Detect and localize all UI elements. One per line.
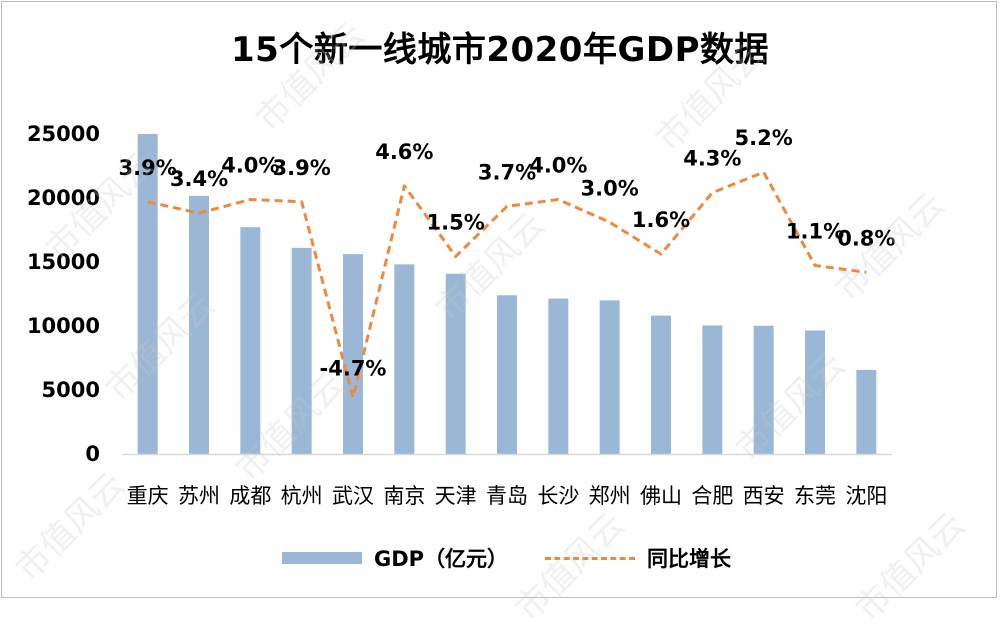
growth-data-label: 3.9% — [119, 156, 177, 180]
bar-合肥 — [702, 325, 723, 454]
x-tick-label: 重庆 — [127, 484, 169, 508]
bar-东莞 — [805, 330, 825, 454]
bar-青岛 — [497, 295, 517, 454]
x-tick-label: 佛山 — [640, 484, 682, 508]
y-tick-label: 25000 — [27, 122, 100, 146]
growth-data-label: 4.3% — [683, 147, 741, 171]
chart-title: 15个新一线城市2020年GDP数据 — [231, 30, 769, 70]
y-tick-label: 20000 — [27, 186, 100, 210]
legend-item-gdp: GDP（亿元） — [282, 543, 508, 573]
growth-data-label: -4.7% — [320, 356, 387, 380]
growth-data-label: 4.6% — [375, 140, 433, 164]
bar-郑州 — [599, 300, 620, 454]
x-tick-label: 西安 — [743, 484, 785, 508]
legend-label-gdp: GDP（亿元） — [374, 547, 509, 571]
growth-data-label: 3.0% — [581, 176, 639, 200]
chart-plot: 0 5000 10000 15000 20000 25000 重庆 苏州 成都 杭州 武汉 南京 天津青… — [27, 122, 896, 508]
x-tick-label: 青岛 — [486, 484, 528, 508]
growth-data-label: 3.4% — [170, 167, 228, 191]
x-tick-label: 南京 — [383, 484, 425, 508]
x-tick-label: 郑州 — [589, 484, 631, 508]
bar-佛山 — [651, 315, 671, 454]
y-tick-label: 15000 — [27, 250, 100, 274]
x-tick-label: 长沙 — [537, 484, 579, 508]
legend-label-growth: 同比增长 — [647, 547, 731, 571]
growth-data-label: 1.5% — [427, 210, 485, 234]
bar-成都 — [240, 227, 261, 454]
y-tick-label: 10000 — [27, 314, 100, 338]
growth-data-label: 0.8% — [837, 226, 895, 250]
legend-item-growth: 同比增长 — [545, 543, 731, 573]
x-tick-label: 成都 — [229, 484, 271, 508]
x-tick-label: 东莞 — [794, 484, 836, 508]
growth-data-label: 3.7% — [478, 160, 536, 184]
x-tick-label: 苏州 — [178, 484, 220, 508]
y-tick-label: 5000 — [42, 378, 100, 402]
growth-data-label: 1.1% — [786, 219, 844, 243]
bar-西安 — [753, 325, 774, 454]
growth-data-label: 3.9% — [273, 156, 331, 180]
growth-data-label: 4.0% — [221, 154, 279, 178]
x-tick-label: 天津 — [435, 484, 477, 508]
x-tick-label: 沈阳 — [845, 484, 887, 508]
x-tick-label: 合肥 — [691, 484, 733, 508]
bar-天津 — [445, 273, 466, 454]
chart-legend: GDP（亿元） 同比增长 — [0, 543, 1000, 577]
legend-swatch-bar — [282, 552, 362, 564]
bar-重庆 — [137, 133, 158, 454]
bar-长沙 — [548, 298, 569, 454]
chart-frame — [1, 1, 997, 598]
x-tick-label: 杭州 — [281, 484, 323, 508]
bar-苏州 — [189, 195, 209, 454]
bar-南京 — [394, 264, 415, 454]
growth-data-label: 5.2% — [735, 126, 793, 150]
y-tick-label: 0 — [85, 442, 100, 466]
legend-swatch-line — [545, 556, 635, 560]
growth-data-label: 1.6% — [632, 208, 690, 232]
x-tick-label: 武汉 — [332, 484, 374, 508]
growth-data-label: 4.0% — [529, 154, 587, 178]
bar-武汉 — [343, 254, 363, 454]
bar-沈阳 — [856, 369, 877, 454]
bar-杭州 — [291, 247, 312, 454]
growth-line — [147, 170, 867, 399]
